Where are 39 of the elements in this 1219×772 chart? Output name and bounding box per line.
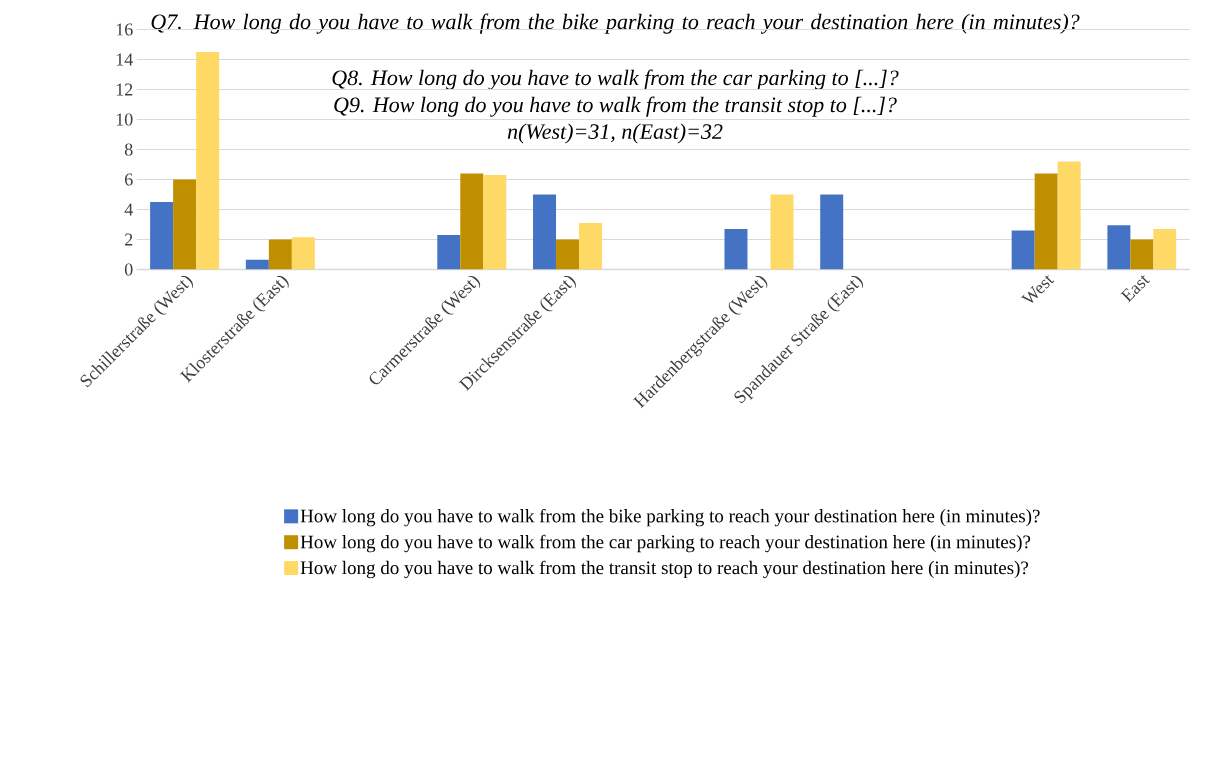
bar — [1011, 230, 1035, 270]
y-tick-label: 12 — [116, 83, 133, 96]
annotation: Q8. How long do you have to walk from the car parking to [...]? — [332, 69, 899, 90]
y-tick-label: 0 — [124, 263, 133, 276]
legend-label: How long do you have to walk from the transit stop to reach your destination here (in minutes)? — [300, 560, 1029, 579]
y-tick-label: 2 — [125, 233, 133, 246]
bar — [1057, 161, 1081, 270]
x-tick-label: West — [1021, 275, 1055, 303]
bar — [579, 223, 603, 270]
bar — [460, 173, 484, 270]
bar — [724, 229, 748, 270]
bar — [533, 194, 557, 270]
text: n(West)=31, n(East)=32 — [507, 123, 723, 144]
legend-label: How long do you have to walk from the car parking to reach your destination here (in minutes)? — [300, 534, 1031, 553]
y-tick-label: 14 — [116, 53, 133, 66]
bar — [173, 179, 197, 270]
y-tick-label: 10 — [116, 113, 133, 126]
annotation: Q9. How long do you have to walk from the transit stop to [...]? — [334, 96, 897, 117]
bar — [291, 237, 315, 270]
bar — [556, 239, 580, 270]
y-tick-label: 8 — [124, 143, 133, 156]
chart-title: Q7. How long do you have to walk from the bike parking to reach your destination here (in minutes)? — [151, 13, 1080, 34]
bar — [196, 52, 220, 270]
bar — [1107, 225, 1131, 270]
bar — [437, 235, 461, 270]
bar — [245, 259, 269, 270]
legend-label: How long do you have to walk from the bike parking to reach your destination here (in minutes)? — [300, 508, 1040, 527]
y-tick-label: 16 — [116, 23, 133, 36]
bar — [770, 194, 794, 270]
bar — [268, 239, 292, 270]
bar — [483, 175, 507, 270]
bar — [820, 194, 844, 270]
y-tick-label: 6 — [124, 173, 133, 186]
x-tick-label: East — [1120, 275, 1150, 303]
bar — [150, 202, 174, 270]
bar — [1130, 239, 1154, 270]
y-tick-label: 4 — [124, 203, 133, 216]
bar — [1034, 173, 1058, 270]
bar — [1153, 229, 1177, 270]
